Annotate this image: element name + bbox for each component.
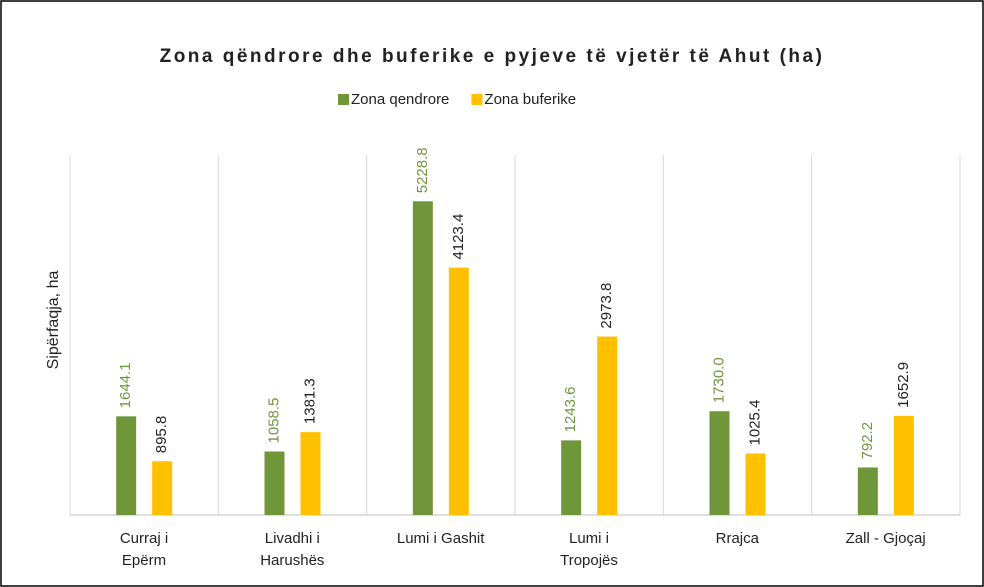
data-label: 1381.3: [301, 378, 318, 424]
legend-swatch: [338, 94, 349, 105]
data-label: 1644.1: [117, 362, 134, 408]
bar: [264, 451, 285, 515]
chart-title: Zona qëndrore dhe buferike e pyjeve të v…: [160, 46, 825, 67]
legend-label: Zona buferike: [484, 91, 576, 108]
data-label: 1058.5: [265, 398, 282, 444]
data-label: 1243.6: [562, 386, 579, 432]
x-tick-label: Rrajca: [715, 530, 759, 547]
x-tick-label: Zall - Gjoçaj: [845, 530, 926, 547]
data-label: 1730.0: [710, 357, 727, 403]
bar: [597, 336, 618, 515]
data-label: 1025.4: [746, 400, 763, 446]
bar: [745, 453, 766, 515]
x-tick-label: Lumi i Gashit: [396, 530, 485, 547]
bar: [116, 416, 137, 515]
data-label: 1652.9: [895, 362, 912, 408]
bar: [709, 411, 730, 515]
data-label: 792.2: [859, 422, 876, 460]
legend-label: Zona qendrore: [351, 91, 449, 108]
bar: [448, 267, 469, 515]
x-tick-label: Lumi i Tropojës: [560, 530, 618, 569]
data-label: 5228.8: [414, 147, 431, 193]
x-tick-label: Curraj i Epërm: [119, 530, 169, 569]
x-tick-label: Livadhi i Harushës: [260, 530, 325, 569]
y-axis-label: Sipërfaqja, ha: [45, 271, 62, 370]
bar: [561, 440, 582, 515]
data-label: 4123.4: [450, 214, 467, 260]
bar: [412, 201, 433, 515]
bar: [893, 415, 914, 515]
data-label: 895.8: [153, 416, 170, 454]
bar: [152, 461, 173, 515]
bar: [857, 467, 878, 515]
data-label: 2973.8: [598, 283, 615, 329]
legend-swatch: [471, 94, 483, 105]
bar: [300, 432, 321, 515]
